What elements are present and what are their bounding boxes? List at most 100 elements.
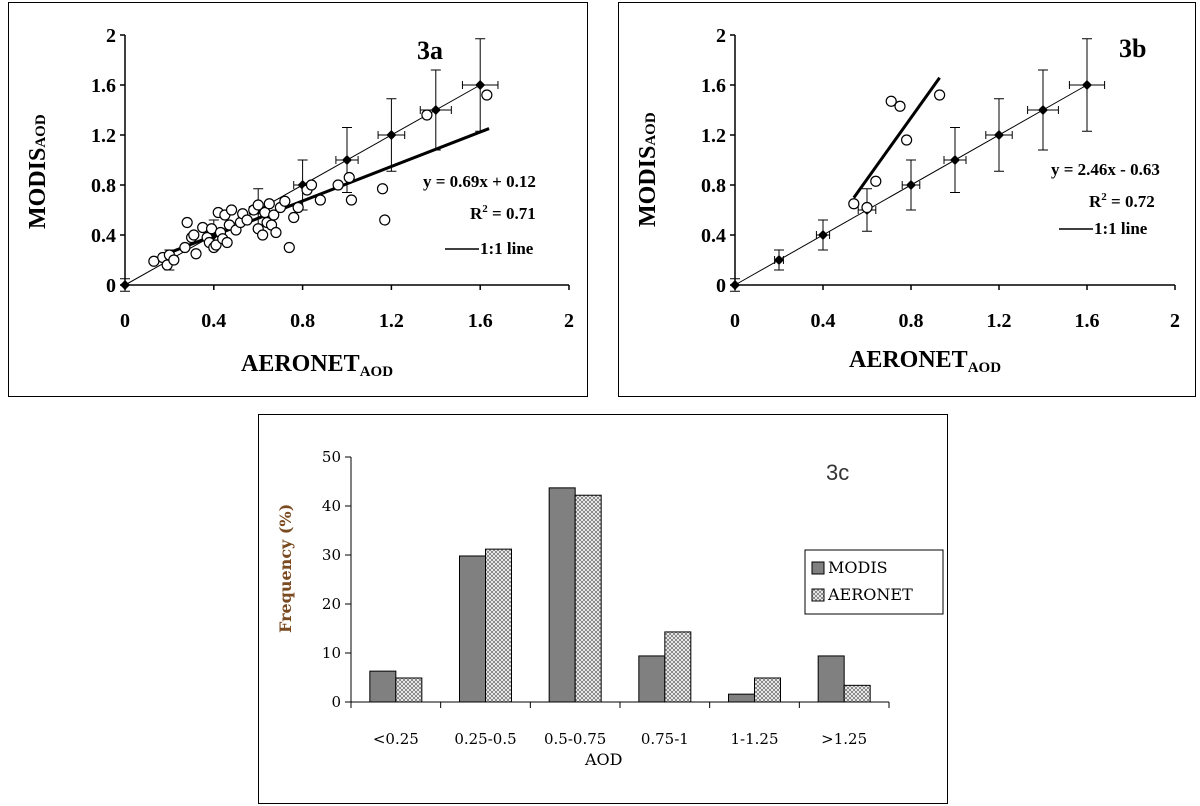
- scatter-point: [241, 214, 253, 226]
- diamond-marker: [818, 230, 828, 240]
- diamond-marker: [430, 105, 441, 115]
- equation-3b: y = 2.46x - 0.63: [1051, 160, 1160, 179]
- y-tick-label: 50: [322, 448, 341, 466]
- y-tick-label: 0.8: [701, 175, 726, 197]
- scatter-point: [314, 194, 326, 206]
- axes-3b: [734, 35, 1175, 286]
- x-tick-label: 0.8: [899, 310, 924, 332]
- y-tick-label: 0: [331, 693, 341, 711]
- legend-box: [804, 549, 944, 615]
- regression-line: [852, 76, 941, 199]
- scatter-point: [221, 236, 233, 249]
- legend-label-3b: 1:1 line: [1094, 219, 1148, 238]
- bar-aeronet: [843, 684, 871, 703]
- y-tick-label: 1.6: [701, 75, 726, 97]
- bar-aeronet: [574, 494, 602, 703]
- y-ticks-3a: 0 0.4 0.8 1.2 1.6 2: [91, 25, 125, 297]
- y-axis-title-3b: MODISAOD: [635, 112, 661, 227]
- panel-label-3b: 3b: [1119, 34, 1146, 63]
- scatter-point: [257, 229, 269, 241]
- scatter-chart-3b: 0 0.4 0.8 1.2 1.6 2 0 0.4 0.8 1.2 1.6 2 3b y = 2.4…: [635, 25, 1180, 376]
- x-axis-title-3b: AERONETAOD: [849, 347, 1001, 376]
- x-tick-label: 1.2: [379, 310, 404, 332]
- scatter-point: [225, 204, 238, 216]
- bars-3c: [369, 487, 871, 703]
- x-axis-title-3c: AOD: [584, 750, 623, 769]
- y-axis-title-3a: MODISAOD: [25, 114, 51, 229]
- legend-3c: MODIS AERONET: [804, 549, 944, 615]
- legend-label-3a: 1:1 line: [480, 239, 534, 258]
- category-label: >1.25: [821, 730, 867, 748]
- diamond-marker: [386, 130, 397, 140]
- bar-aeronet: [754, 677, 781, 703]
- scatter-point: [848, 198, 860, 210]
- y-tick-label: 20: [322, 595, 341, 613]
- diamond-marker: [950, 155, 960, 165]
- x-tick-label: 1.2: [987, 310, 1012, 332]
- bar-modis: [817, 655, 845, 703]
- y-tick-label: 2: [716, 25, 726, 47]
- y-tick-label: 1.6: [91, 75, 116, 97]
- x-tick-label: 0: [120, 310, 130, 332]
- legend-swatch-modis: [811, 561, 825, 575]
- legend-label-modis: MODIS: [828, 558, 888, 577]
- scatter-point: [379, 214, 391, 226]
- scatter-chart-3a: 0 0.4 0.8 1.2 1.6 2 0 0.4 0.8 1.2 1.6 2 3a y = 0.6…: [25, 25, 574, 380]
- r2-3a: R2 = 0.71: [470, 203, 536, 223]
- y-tick-label: 1.2: [91, 125, 116, 147]
- panel-3a: 0 0.4 0.8 1.2 1.6 2 0 0.4 0.8 1.2 1.6 2 3a y = 0.6…: [8, 2, 588, 397]
- scatter-point: [901, 134, 913, 146]
- x-tick-label: 2: [564, 310, 574, 332]
- x-axis-title-3a: AERONETAOD: [241, 351, 393, 380]
- x-tick-label: 0.8: [290, 310, 315, 332]
- x-tick-label: 0.4: [811, 310, 836, 332]
- scatter-point: [861, 201, 873, 214]
- bar-modis: [638, 655, 666, 703]
- category-label: 0.25-0.5: [454, 730, 516, 748]
- scatter-point: [934, 89, 946, 101]
- y-axis-title-3c: Frequency (%): [276, 504, 295, 633]
- diamond-marker: [475, 80, 486, 90]
- scatter-point: [343, 171, 355, 184]
- diamond-marker: [906, 180, 916, 190]
- regression-line: [159, 127, 490, 258]
- y-ticks-3b: 0 0.4 0.8 1.2 1.6 2: [701, 25, 735, 297]
- y-tick-label: 0: [106, 275, 116, 297]
- scatter-point: [421, 109, 433, 121]
- diamond-marker: [774, 255, 784, 265]
- y-tick-label: 30: [322, 546, 341, 564]
- diamond-marker: [1082, 80, 1092, 90]
- scatter-point: [168, 254, 180, 266]
- scatter-point: [181, 216, 193, 229]
- scatter-point: [252, 199, 264, 211]
- legend-label-aeronet: AERONET: [827, 585, 913, 604]
- scatter-point: [292, 201, 304, 214]
- y-tick-label: 0: [716, 275, 726, 297]
- bar-modis: [548, 487, 576, 703]
- scatter-point: [345, 194, 358, 206]
- scatter-point: [376, 183, 389, 195]
- equation-3a: y = 0.69x + 0.12: [423, 172, 536, 191]
- category-labels-3c: <0.25 0.25-0.5 0.5-0.75 0.75-1 1-1.25 >1.25: [350, 702, 890, 748]
- bar-modis: [459, 555, 486, 703]
- category-label: 1-1.25: [730, 730, 778, 748]
- scatter-point: [263, 198, 275, 210]
- category-label: 0.75-1: [641, 730, 689, 748]
- panel-label-3c: 3c: [826, 460, 849, 485]
- x-tick-label: 1.6: [1075, 310, 1100, 332]
- panel-3c: 0 10 20 30 40 50 <0.25 0.25-0.5 0.5-0.75 0.75-1 1…: [258, 414, 948, 804]
- diamond-marker: [994, 130, 1004, 140]
- scatter-point: [870, 175, 882, 187]
- panel-label-3a: 3a: [417, 36, 443, 65]
- y-ticks-3c: 0 10 20 30 40 50: [322, 448, 351, 711]
- bar-aeronet: [395, 677, 423, 703]
- panel-3b: 0 0.4 0.8 1.2 1.6 2 0 0.4 0.8 1.2 1.6 2 3b y = 2.4…: [618, 2, 1196, 397]
- y-tick-label: 0.4: [91, 225, 116, 247]
- x-ticks-3a: 0 0.4 0.8 1.2 1.6 2: [120, 285, 574, 332]
- scatter-point: [283, 241, 295, 254]
- bar-aeronet: [664, 631, 692, 703]
- diamond-marker: [730, 280, 740, 290]
- y-tick-label: 0.4: [701, 225, 726, 247]
- legend-swatch-aeronet: [811, 588, 825, 602]
- scatter-point: [210, 239, 222, 251]
